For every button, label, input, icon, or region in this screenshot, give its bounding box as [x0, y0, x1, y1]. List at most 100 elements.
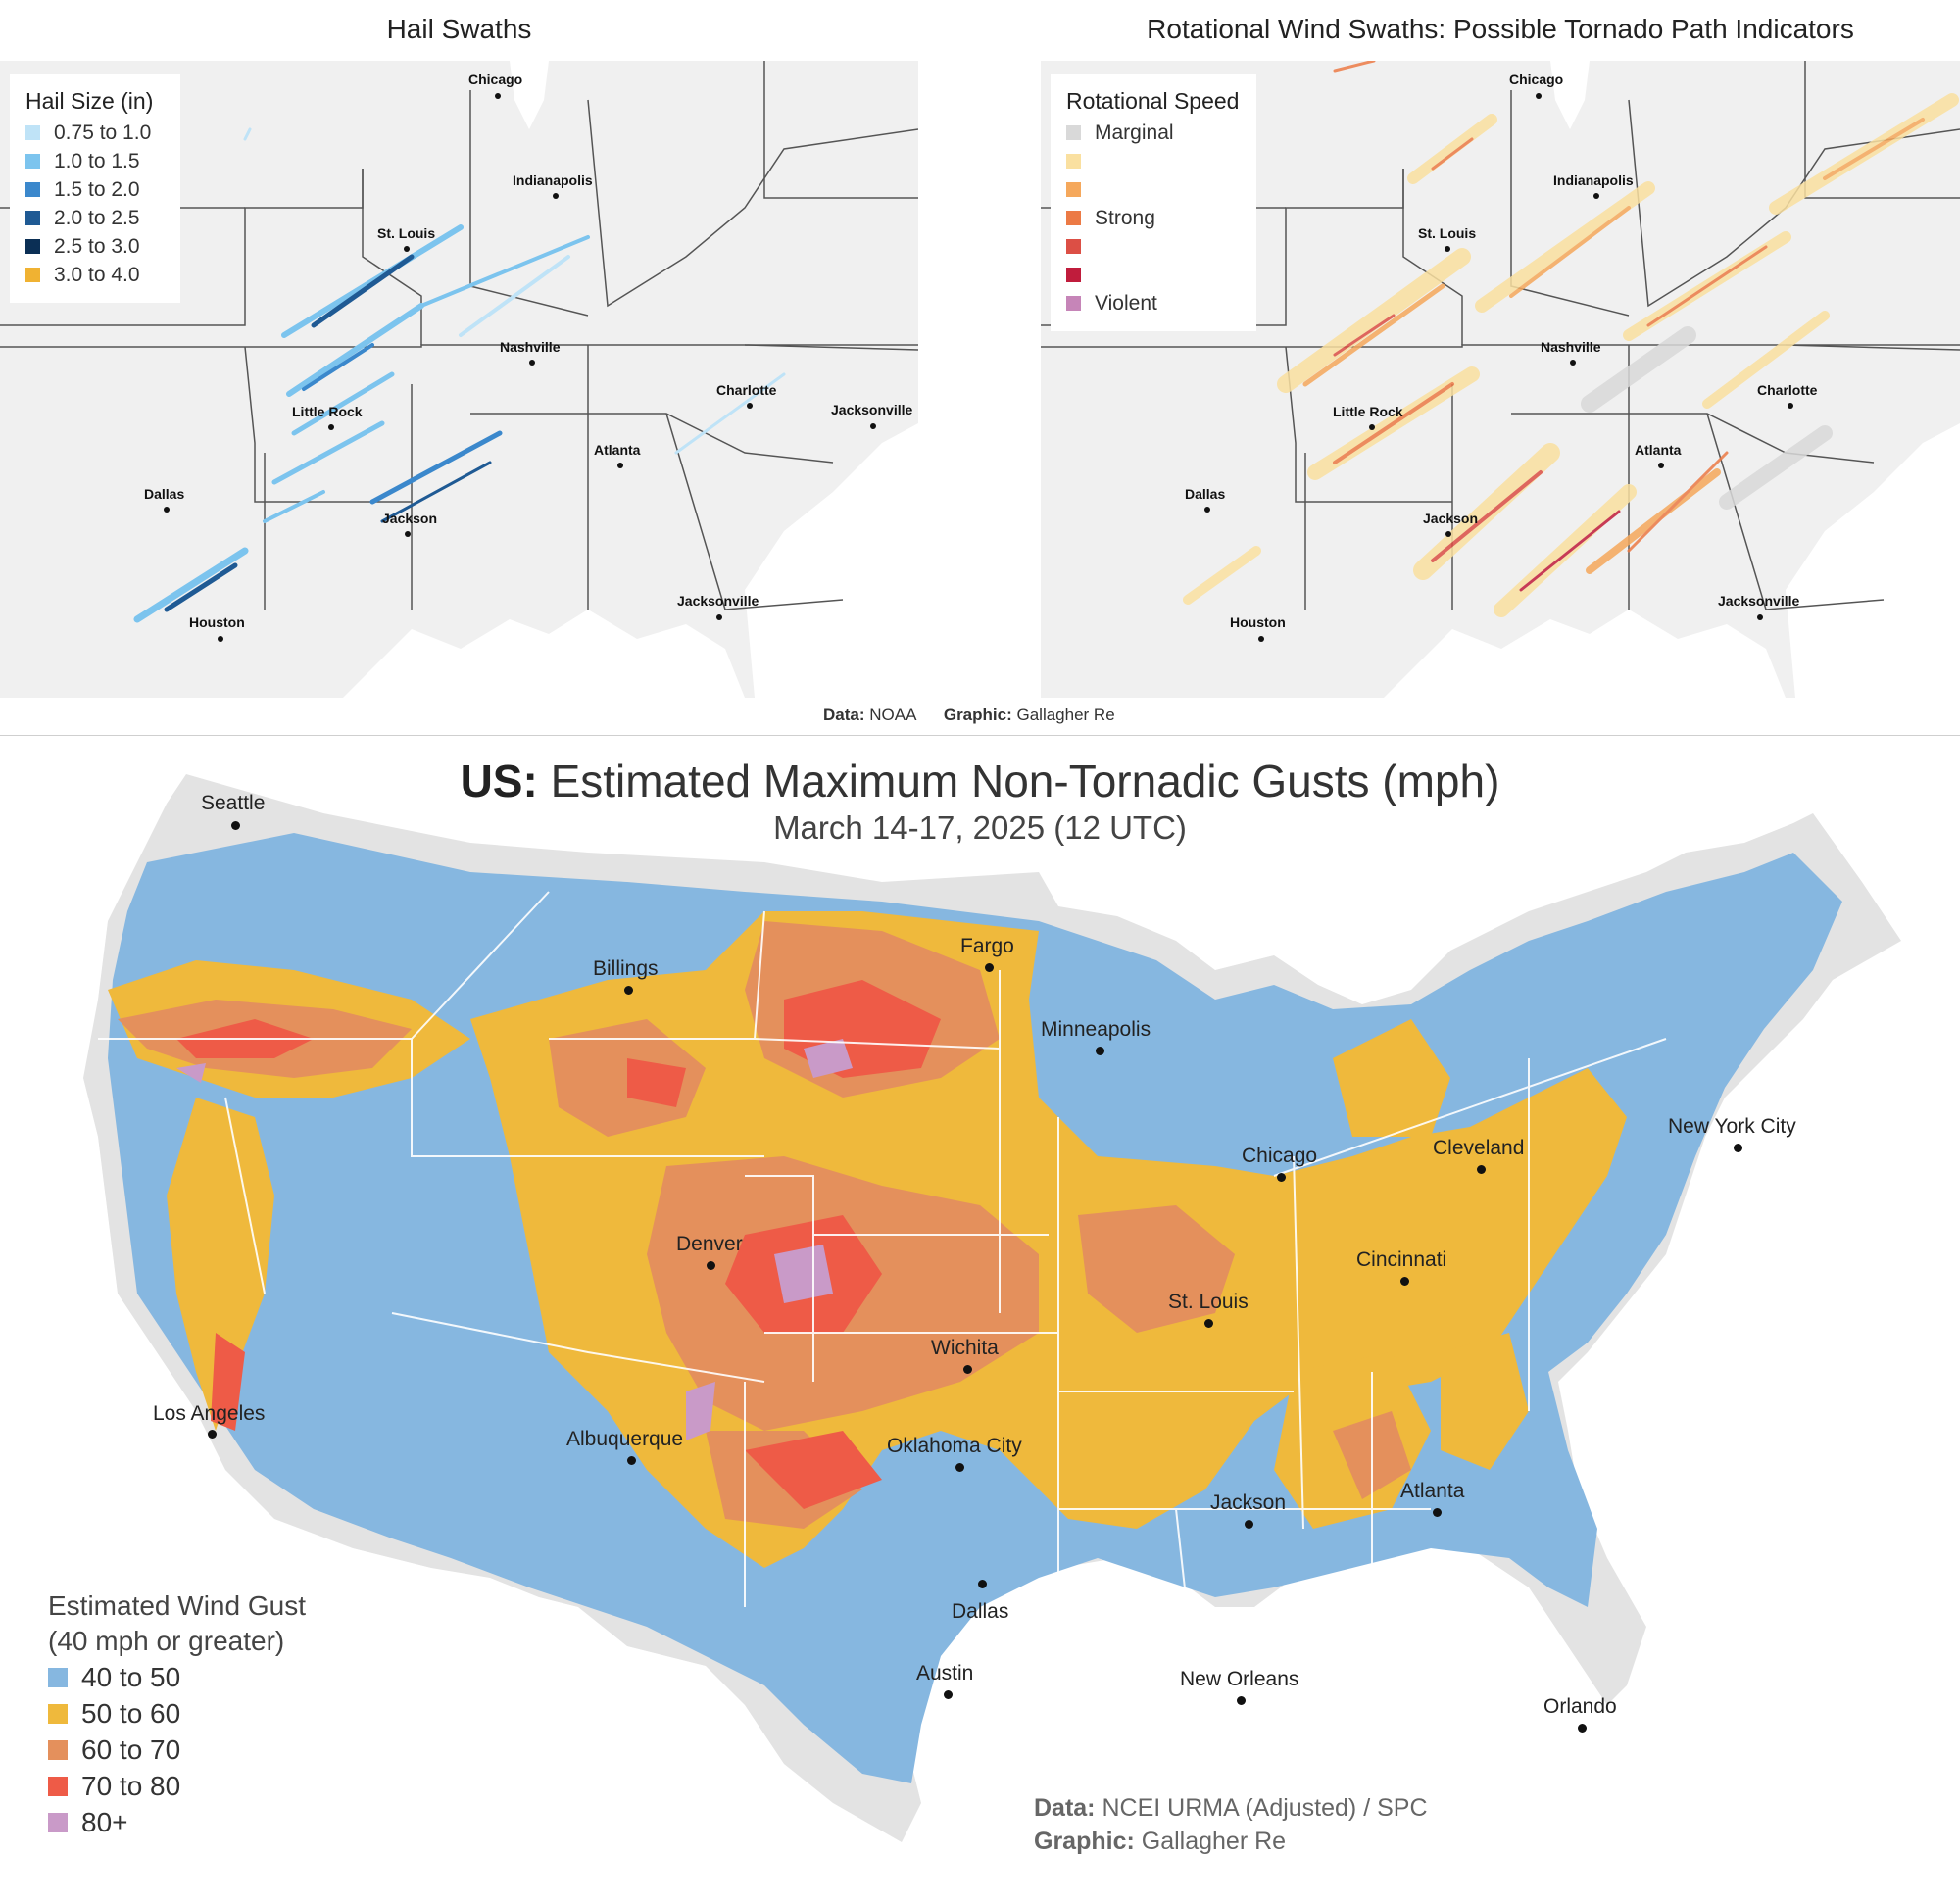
- gust-legend-label: 60 to 70: [81, 1733, 181, 1765]
- lake-michigan: [1550, 61, 1590, 129]
- gust-legend-label: 70 to 80: [81, 1770, 181, 1801]
- hail-swatch: [25, 154, 40, 169]
- rotation-swatch: [1066, 125, 1081, 140]
- city-label-dallas: Dallas: [952, 1600, 1009, 1623]
- hail-legend-item: 3.0 to 4.0: [25, 261, 165, 289]
- city-dot: [624, 986, 633, 995]
- hail-swatch: [25, 182, 40, 197]
- city-label-chicago: Chicago: [1509, 72, 1564, 87]
- section-divider: [0, 735, 1960, 736]
- city-dot: [1536, 93, 1542, 99]
- city-dot: [1593, 193, 1599, 199]
- rotation-legend-item: [1066, 175, 1241, 204]
- state-borders: [98, 891, 1667, 1705]
- gust-credit-data-value: NCEI URMA (Adjusted) / SPC: [1102, 1794, 1428, 1822]
- gust-swatch: [48, 1812, 68, 1832]
- city-dot: [1204, 1319, 1213, 1328]
- hail-legend-label: 0.75 to 1.0: [54, 121, 152, 144]
- city-label-jacksonville-fl: Jacksonville: [677, 593, 760, 609]
- city-label-jackson: Jackson: [1423, 511, 1479, 526]
- gust-legend-item: 50 to 60: [48, 1695, 342, 1732]
- rotation-swatch: [1066, 182, 1081, 197]
- city-label-austin: Austin: [916, 1662, 974, 1684]
- city-label-jackson: Jackson: [1210, 1491, 1287, 1514]
- city-dot: [1369, 424, 1375, 430]
- gust-legend: Estimated Wind Gust (40 mph or greater) …: [48, 1588, 342, 1840]
- city-label-albuquerque: Albuquerque: [566, 1428, 684, 1450]
- gust-legend-title-line2: (40 mph or greater): [48, 1626, 285, 1656]
- rotation-map-graphic: [1041, 61, 1960, 698]
- city-dot: [870, 423, 876, 429]
- city-label-cincinnati: Cincinnati: [1356, 1248, 1447, 1271]
- city-label-nashville: Nashville: [500, 339, 561, 355]
- gulf-coast-water: [1384, 610, 1786, 698]
- city-dot: [747, 403, 753, 409]
- gust-80-plus-regions: [176, 1039, 853, 1440]
- city-dot: [553, 193, 559, 199]
- city-label-new-orleans: New Orleans: [1180, 1668, 1299, 1690]
- gust-credit-graphic-value: Gallagher Re: [1141, 1828, 1287, 1855]
- city-label-atlanta: Atlanta: [1635, 442, 1682, 458]
- rotation-swatch: [1066, 268, 1081, 282]
- city-dot: [529, 360, 535, 366]
- city-dot: [208, 1430, 217, 1439]
- credit-graphic-label: Graphic:: [943, 706, 1012, 724]
- credit-graphic-value: Gallagher Re: [1016, 706, 1115, 724]
- city-label-new-york: New York City: [1668, 1115, 1796, 1138]
- city-dot: [978, 1580, 987, 1588]
- city-label-charlotte: Charlotte: [716, 382, 777, 398]
- city-dot: [1578, 1724, 1587, 1733]
- city-dot: [617, 463, 623, 468]
- rotation-legend: Rotational Speed Marginal Strong Violent: [1051, 74, 1256, 331]
- city-label-indianapolis: Indianapolis: [513, 172, 593, 188]
- city-dot: [231, 821, 240, 830]
- city-dot: [944, 1690, 953, 1699]
- credit-data-label: Data:: [823, 706, 865, 724]
- city-label-jacksonville-nc: Jacksonville: [831, 402, 913, 417]
- city-label-st-louis: St. Louis: [377, 225, 436, 241]
- hail-map: [0, 61, 918, 698]
- city-label-jackson: Jackson: [382, 511, 438, 526]
- city-label-atlanta: Atlanta: [594, 442, 641, 458]
- rotation-legend-item: Marginal: [1066, 119, 1241, 147]
- hail-legend-label: 3.0 to 4.0: [54, 263, 140, 286]
- hail-legend-item: 1.5 to 2.0: [25, 175, 165, 204]
- city-dot: [164, 507, 170, 513]
- rotation-legend-label: Marginal: [1095, 121, 1174, 144]
- city-dot: [1446, 531, 1451, 537]
- city-label-jacksonville-fl: Jacksonville: [1718, 593, 1800, 609]
- city-label-charlotte: Charlotte: [1757, 382, 1818, 398]
- gust-swatch: [48, 1776, 68, 1796]
- rotation-legend-label: Strong: [1095, 206, 1155, 229]
- gust-legend-item: 60 to 70: [48, 1732, 342, 1768]
- city-label-nashville: Nashville: [1541, 339, 1601, 355]
- hail-legend: Hail Size (in) 0.75 to 1.0 1.0 to 1.5 1.…: [10, 74, 180, 303]
- hail-swatch: [25, 268, 40, 282]
- city-label-chicago: Chicago: [468, 72, 523, 87]
- city-label-los-angeles: Los Angeles: [153, 1402, 266, 1425]
- lake-michigan: [510, 61, 549, 129]
- gust-legend-item: 80+: [48, 1804, 342, 1840]
- city-dot: [627, 1456, 636, 1465]
- rotation-legend-title: Rotational Speed: [1066, 88, 1240, 114]
- city-dot: [956, 1463, 964, 1472]
- rotation-panel-title: Rotational Wind Swaths: Possible Tornado…: [1147, 14, 1854, 44]
- city-label-atlanta: Atlanta: [1400, 1480, 1465, 1502]
- city-dot: [1204, 507, 1210, 513]
- city-dot: [1445, 246, 1450, 252]
- gust-map-title: US: Estimated Maximum Non-Tornadic Gusts…: [0, 755, 1960, 807]
- top-credit: Data: NOAA Graphic: Gallagher Re: [823, 706, 1115, 725]
- gust-legend-label: 80+: [81, 1806, 128, 1837]
- city-dot: [1096, 1047, 1104, 1055]
- rotation-swatch: [1066, 211, 1081, 225]
- city-dot: [1277, 1173, 1286, 1182]
- hail-legend-label: 1.5 to 2.0: [54, 177, 140, 201]
- city-dot: [405, 531, 411, 537]
- gust-legend-label: 50 to 60: [81, 1697, 181, 1729]
- city-dot: [1400, 1277, 1409, 1286]
- rotation-legend-item: Strong: [1066, 204, 1241, 232]
- rotation-legend-item: [1066, 232, 1241, 261]
- hail-legend-label: 2.0 to 2.5: [54, 206, 140, 229]
- hail-legend-label: 1.0 to 1.5: [54, 149, 140, 172]
- city-dot: [1757, 614, 1763, 620]
